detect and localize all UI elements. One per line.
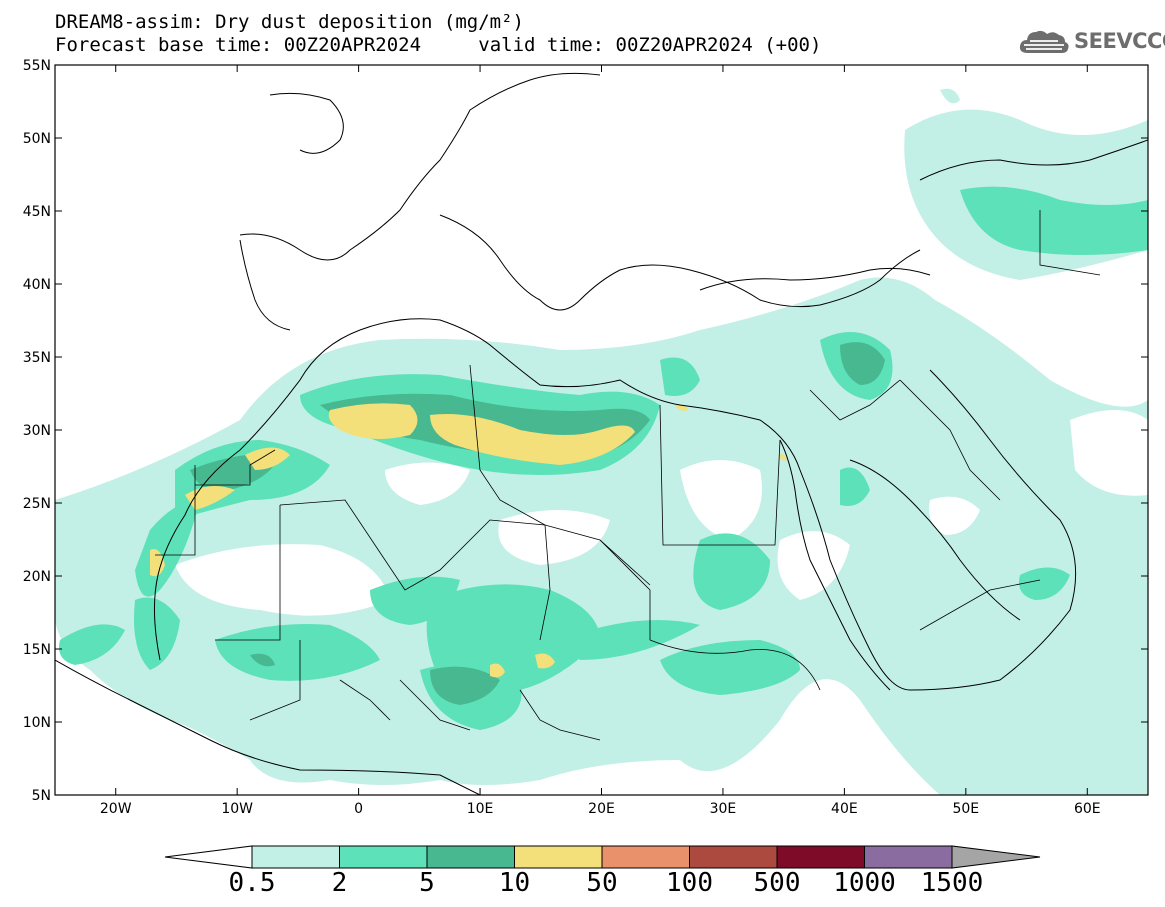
lon-tick-label: 50E	[952, 801, 979, 817]
lon-tick-label: 10W	[221, 801, 253, 817]
colorbar-swatch	[426, 845, 515, 869]
map-subtitle: Forecast base time: 00Z20APR2024 valid t…	[55, 34, 821, 56]
colorbar-label: 1500	[920, 868, 984, 898]
colorbar-high-arrow	[951, 845, 1041, 869]
colorbar-low-arrow	[164, 845, 253, 869]
lat-tick-label: 5N	[32, 788, 51, 804]
colorbar-label: 1000	[833, 868, 896, 898]
colorbar-label: 500	[753, 868, 801, 898]
lat-tick-label: 45N	[23, 204, 51, 220]
seevccc-logo: SEEVCCC	[1018, 26, 1165, 56]
colorbar-label: 0.5	[228, 868, 276, 898]
colorbar-label: 5	[419, 868, 435, 898]
colorbar-swatch	[514, 845, 603, 869]
colorbar	[164, 845, 1041, 869]
colorbar-swatch	[689, 845, 778, 869]
colorbar-label: 50	[586, 868, 618, 898]
map-title: DREAM8-assim: Dry dust deposition (mg/m²…	[55, 11, 524, 33]
lon-tick-label: 20E	[588, 801, 615, 817]
lon-tick-label: 20W	[100, 801, 132, 817]
dust-level-10	[150, 403, 787, 678]
lon-tick-label: 0	[354, 801, 363, 817]
coastlines	[55, 72, 1148, 795]
lat-tick-label: 35N	[23, 350, 51, 366]
cloud-logo-icon	[1019, 30, 1069, 53]
lon-tick-label: 40E	[831, 801, 858, 817]
colorbar-swatch	[776, 845, 865, 869]
lon-tick-label: 30E	[710, 801, 737, 817]
valid-time: valid time: 00Z20APR2024 (+00)	[478, 34, 822, 56]
lon-tick-label: 60E	[1074, 801, 1101, 817]
longitude-axis: 20W 10W 0 10E 20E 30E 40E 50E 60E	[100, 65, 1101, 817]
lat-tick-label: 25N	[23, 496, 51, 512]
colorbar-swatch	[339, 845, 428, 869]
latitude-axis: 55N 50N 45N 40N 35N 30N 25N 20N 15N 10N 5N	[23, 58, 1148, 804]
country-borders	[155, 210, 1101, 741]
lat-tick-label: 55N	[23, 58, 51, 74]
colorbar-swatch	[864, 845, 953, 869]
lon-tick-label: 10E	[467, 801, 494, 817]
map-plot-area	[55, 65, 1148, 795]
colorbar-label: 10	[498, 868, 531, 898]
colorbar-label: 100	[666, 868, 713, 898]
dust-gaps	[175, 410, 1148, 616]
forecast-base-time: Forecast base time: 00Z20APR2024	[55, 34, 422, 56]
lat-tick-label: 30N	[23, 423, 51, 439]
lat-tick-label: 15N	[23, 642, 51, 658]
lat-tick-label: 10N	[23, 715, 51, 731]
lat-tick-label: 20N	[23, 569, 51, 585]
colorbar-label: 2	[331, 868, 348, 898]
colorbar-swatch	[601, 845, 690, 869]
lat-tick-label: 50N	[23, 131, 51, 147]
colorbar-swatch	[251, 845, 340, 869]
logo-text: SEEVCCC	[1074, 29, 1165, 53]
lat-tick-label: 40N	[23, 277, 51, 293]
